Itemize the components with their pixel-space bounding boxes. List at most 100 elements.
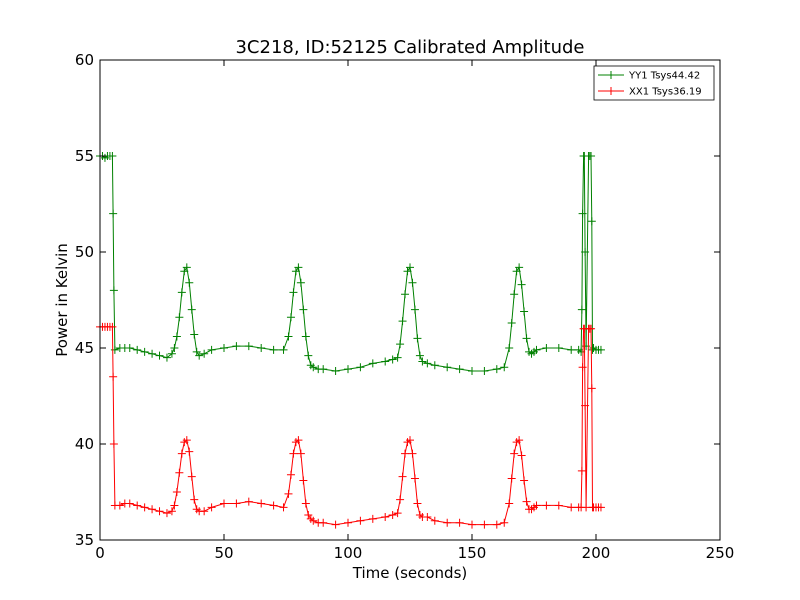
data-point <box>567 503 576 512</box>
data-point <box>443 518 452 527</box>
tick-layer: 0 50 100 150 200 250 35 40 45 50 55 60 <box>75 51 734 562</box>
data-point <box>299 476 308 485</box>
data-point <box>279 345 288 354</box>
data-point <box>515 436 524 445</box>
x-tick-label: 200 <box>582 544 611 562</box>
data-point <box>296 449 305 458</box>
data-point <box>148 349 157 358</box>
data-point <box>408 449 417 458</box>
data-point <box>423 512 432 521</box>
data-point <box>244 497 253 506</box>
data-point <box>182 436 191 445</box>
legend-marker <box>607 71 615 79</box>
data-point <box>220 499 228 508</box>
data-point <box>289 288 298 297</box>
data-point <box>413 334 422 343</box>
data-point <box>577 305 586 314</box>
data-point <box>520 307 529 316</box>
data-point <box>185 278 194 287</box>
data-point <box>505 499 514 508</box>
data-point <box>140 347 149 356</box>
y-tick-label: 35 <box>75 531 94 549</box>
data-point <box>109 372 118 381</box>
y-tick-label: 50 <box>75 243 94 261</box>
data-point <box>415 351 424 360</box>
data-point <box>542 501 551 510</box>
x-axis-label: Time (seconds) <box>352 564 468 582</box>
data-point <box>109 209 118 218</box>
data-point <box>542 344 551 352</box>
data-point <box>175 313 184 322</box>
data-point <box>393 509 402 518</box>
data-point <box>125 344 134 352</box>
data-point <box>492 520 501 529</box>
data-point <box>500 363 509 372</box>
data-point <box>304 351 313 360</box>
data-point <box>443 363 452 372</box>
data-point <box>388 511 397 520</box>
data-point <box>396 340 405 349</box>
legend-item: YY1 Tsys44.42 <box>598 71 700 82</box>
y-tick-label: 45 <box>75 339 94 357</box>
data-point <box>195 351 204 360</box>
data-point <box>398 472 407 481</box>
data-point <box>187 472 196 481</box>
data-point <box>520 476 529 485</box>
data-point <box>200 349 209 358</box>
data-point <box>331 367 340 376</box>
data-point <box>406 263 414 272</box>
data-point <box>393 353 402 362</box>
legend-box <box>593 65 715 101</box>
data-point <box>284 332 293 341</box>
data-point <box>172 332 181 341</box>
data-point <box>505 344 514 352</box>
data-point <box>344 365 352 374</box>
data-point <box>413 499 422 508</box>
legend-label: YY1 Tsys44.42 <box>628 71 700 82</box>
data-point <box>596 345 605 354</box>
data-point <box>269 501 278 510</box>
data-point <box>381 357 390 366</box>
data-point <box>344 518 352 527</box>
data-point <box>381 512 390 521</box>
data-point <box>331 520 340 529</box>
data-point <box>177 288 186 297</box>
data-point <box>185 447 194 456</box>
data-point <box>500 518 509 527</box>
data-point <box>430 516 439 525</box>
data-point <box>410 474 419 483</box>
data-point <box>319 518 328 527</box>
data-point <box>162 509 171 518</box>
data-point <box>418 357 427 366</box>
data-point <box>522 334 531 343</box>
data-point <box>587 217 596 226</box>
y-tick-label: 60 <box>75 51 94 69</box>
data-point <box>587 384 596 393</box>
data-point <box>232 499 241 508</box>
data-point <box>294 263 303 272</box>
data-point <box>578 363 587 372</box>
data-point <box>182 263 191 272</box>
data-point <box>581 401 590 410</box>
data-point <box>167 349 176 358</box>
data-point <box>596 503 605 512</box>
data-point <box>401 290 410 299</box>
data-point <box>301 499 310 508</box>
data-point <box>257 499 266 508</box>
y-tick-label: 40 <box>75 435 94 453</box>
data-point <box>110 345 119 354</box>
data-point <box>269 345 278 354</box>
series-1 <box>96 152 605 376</box>
data-point <box>115 501 124 510</box>
data-point <box>190 495 199 504</box>
data-point <box>108 322 117 331</box>
data-point <box>356 516 365 525</box>
data-point <box>175 468 184 477</box>
data-point <box>207 503 216 512</box>
data-point <box>133 345 142 354</box>
data-point <box>368 359 377 368</box>
data-point <box>200 507 209 516</box>
data-point <box>319 365 328 374</box>
data-point <box>507 319 516 328</box>
data-point <box>581 248 590 256</box>
